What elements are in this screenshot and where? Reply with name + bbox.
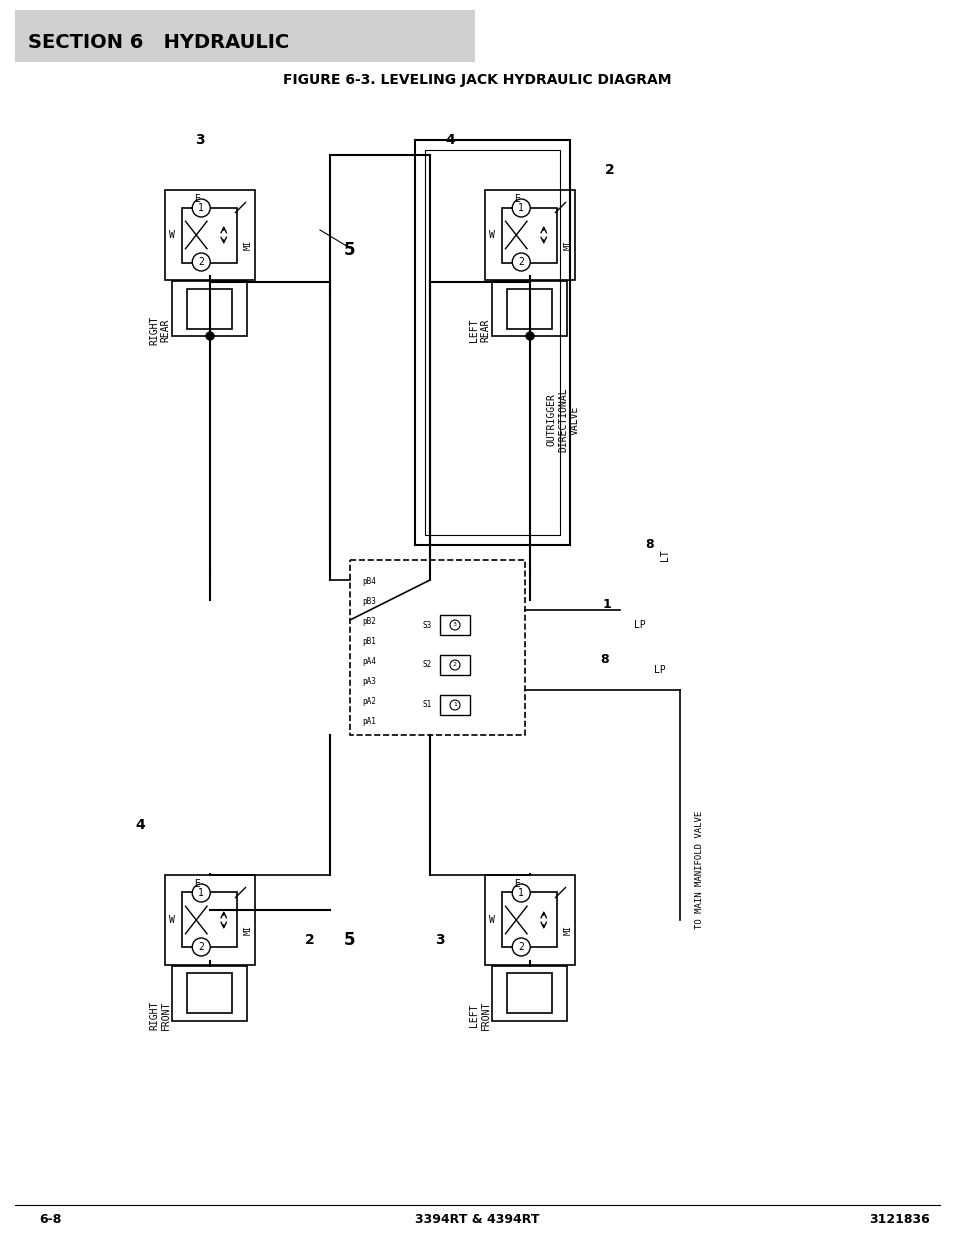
Text: 1: 1: [517, 203, 523, 212]
Text: 5: 5: [344, 931, 355, 948]
Text: FIGURE 6-3. LEVELING JACK HYDRAULIC DIAGRAM: FIGURE 6-3. LEVELING JACK HYDRAULIC DIAG…: [282, 73, 671, 86]
Circle shape: [450, 700, 459, 710]
Text: 2: 2: [305, 932, 314, 947]
Text: MI: MI: [563, 925, 573, 935]
Bar: [484, 190, 575, 280]
Text: 8: 8: [600, 653, 609, 667]
Text: E: E: [194, 879, 200, 889]
Text: pB4: pB4: [361, 578, 375, 587]
Text: LEFT
REAR: LEFT REAR: [469, 319, 490, 342]
Bar: [182, 207, 237, 263]
Circle shape: [193, 884, 210, 902]
Text: pA4: pA4: [361, 657, 375, 667]
Bar: [492, 282, 567, 336]
Text: 3: 3: [195, 133, 205, 147]
Circle shape: [193, 199, 210, 217]
Text: W: W: [169, 230, 174, 240]
Text: 3121836: 3121836: [869, 1214, 929, 1226]
Text: RIGHT
REAR: RIGHT REAR: [149, 315, 171, 345]
Text: pA2: pA2: [361, 698, 375, 706]
Text: TO MAIN MANIFOLD VALVE: TO MAIN MANIFOLD VALVE: [695, 811, 703, 929]
Text: MI: MI: [244, 240, 253, 249]
Text: 1: 1: [517, 888, 523, 898]
Circle shape: [193, 253, 210, 270]
Bar: [15, 10, 475, 62]
Text: OUTRIGGER
DIRECTIONAL
VALVE: OUTRIGGER DIRECTIONAL VALVE: [546, 388, 579, 452]
Text: S3: S3: [422, 620, 432, 630]
Text: pA1: pA1: [361, 718, 375, 726]
Text: SECTION 6   HYDRAULIC: SECTION 6 HYDRAULIC: [28, 32, 289, 52]
Text: 6-8: 6-8: [39, 1214, 61, 1226]
Bar: [188, 973, 233, 1014]
Text: pB3: pB3: [361, 598, 375, 606]
Text: MI: MI: [244, 925, 253, 935]
Bar: [165, 190, 254, 280]
Text: LEFT
FRONT: LEFT FRONT: [469, 1000, 490, 1030]
Text: LP: LP: [654, 664, 665, 676]
Bar: [350, 559, 524, 735]
Circle shape: [193, 939, 210, 956]
Circle shape: [512, 253, 530, 270]
Bar: [182, 893, 237, 947]
Bar: [502, 207, 557, 263]
Text: S2: S2: [422, 661, 432, 669]
Bar: [165, 876, 254, 965]
Text: LT: LT: [659, 550, 669, 561]
Circle shape: [512, 939, 530, 956]
Bar: [507, 289, 552, 329]
Text: LP: LP: [634, 620, 645, 630]
Bar: [415, 140, 569, 545]
Text: 5: 5: [344, 241, 355, 259]
Text: W: W: [489, 230, 495, 240]
Text: W: W: [169, 915, 174, 925]
Text: 2: 2: [604, 163, 615, 177]
Text: pA3: pA3: [361, 678, 375, 687]
Text: 1: 1: [198, 888, 204, 898]
Text: 2: 2: [198, 257, 204, 267]
Bar: [424, 149, 559, 535]
Text: E: E: [514, 194, 520, 204]
Bar: [439, 615, 470, 635]
Bar: [172, 966, 247, 1021]
Bar: [507, 973, 552, 1014]
Text: E: E: [514, 879, 520, 889]
Bar: [172, 282, 247, 336]
Bar: [492, 966, 567, 1021]
Text: S1: S1: [422, 700, 432, 709]
Circle shape: [450, 659, 459, 671]
Text: 1: 1: [602, 599, 611, 611]
Text: pB1: pB1: [361, 637, 375, 646]
Text: 2: 2: [517, 942, 523, 952]
Text: RIGHT
FRONT: RIGHT FRONT: [149, 1000, 171, 1030]
Circle shape: [512, 199, 530, 217]
Text: 4: 4: [445, 133, 455, 147]
Bar: [484, 876, 575, 965]
Bar: [188, 289, 233, 329]
Text: 2: 2: [453, 662, 456, 667]
Text: 2: 2: [517, 257, 523, 267]
Circle shape: [512, 884, 530, 902]
Text: E: E: [194, 194, 200, 204]
Text: 3394RT & 4394RT: 3394RT & 4394RT: [415, 1214, 538, 1226]
Text: 1: 1: [453, 703, 456, 708]
Bar: [502, 893, 557, 947]
Text: 1: 1: [198, 203, 204, 212]
Text: 8: 8: [645, 538, 654, 552]
Circle shape: [525, 332, 534, 340]
Bar: [439, 655, 470, 676]
Circle shape: [206, 332, 213, 340]
Text: pB2: pB2: [361, 618, 375, 626]
Bar: [439, 695, 470, 715]
Text: 3: 3: [453, 622, 456, 627]
Text: 4: 4: [135, 818, 145, 832]
Text: 3: 3: [435, 932, 444, 947]
Circle shape: [450, 620, 459, 630]
Text: MI: MI: [563, 240, 573, 249]
Text: 2: 2: [198, 942, 204, 952]
Text: W: W: [489, 915, 495, 925]
